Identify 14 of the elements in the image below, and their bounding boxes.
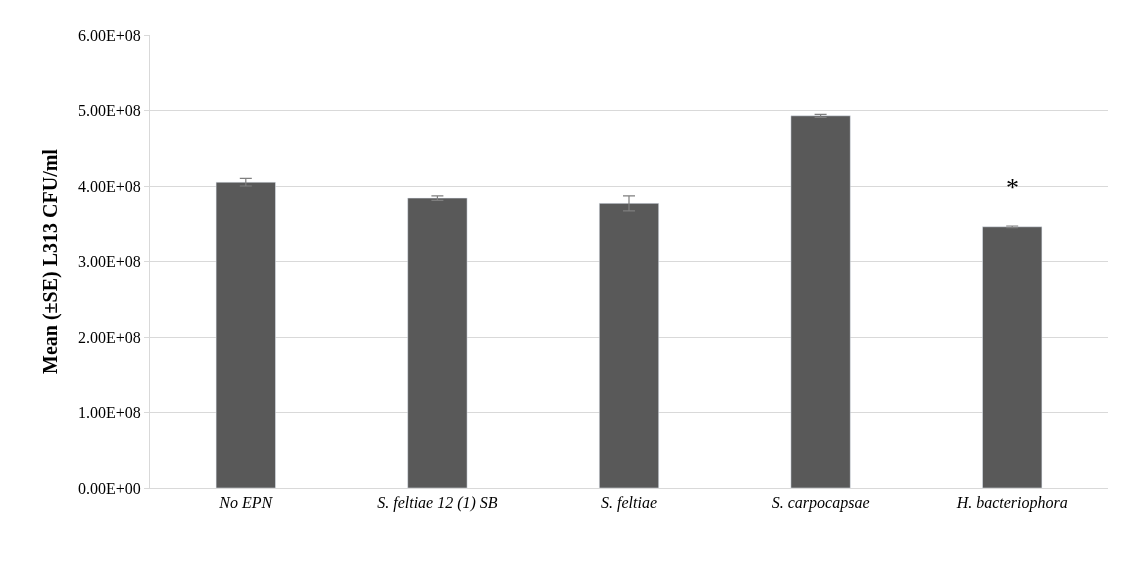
y-tick-label: 6.00E+08	[78, 26, 141, 44]
x-tick-label: S. feltiae	[601, 494, 657, 513]
y-tick-label: 0.00E+00	[78, 479, 141, 497]
y-tick-label: 4.00E+08	[78, 177, 141, 195]
annotation: *	[1006, 173, 1019, 202]
y-axis-title: Mean (±SE) L313 CFU/ml	[38, 148, 62, 374]
x-tick-label: H. bacteriophora	[955, 494, 1068, 513]
y-tick-label: 5.00E+08	[78, 102, 141, 120]
y-tick-label: 1.00E+08	[78, 404, 141, 422]
x-tick-label: No EPN	[218, 494, 274, 512]
x-tick-label: S. feltiae 12 (1) SB	[377, 494, 498, 513]
x-tick-label: S. carpocapsae	[771, 494, 870, 513]
y-tick-label: 3.00E+08	[78, 253, 141, 271]
y-tick-label: 2.00E+08	[78, 328, 141, 346]
